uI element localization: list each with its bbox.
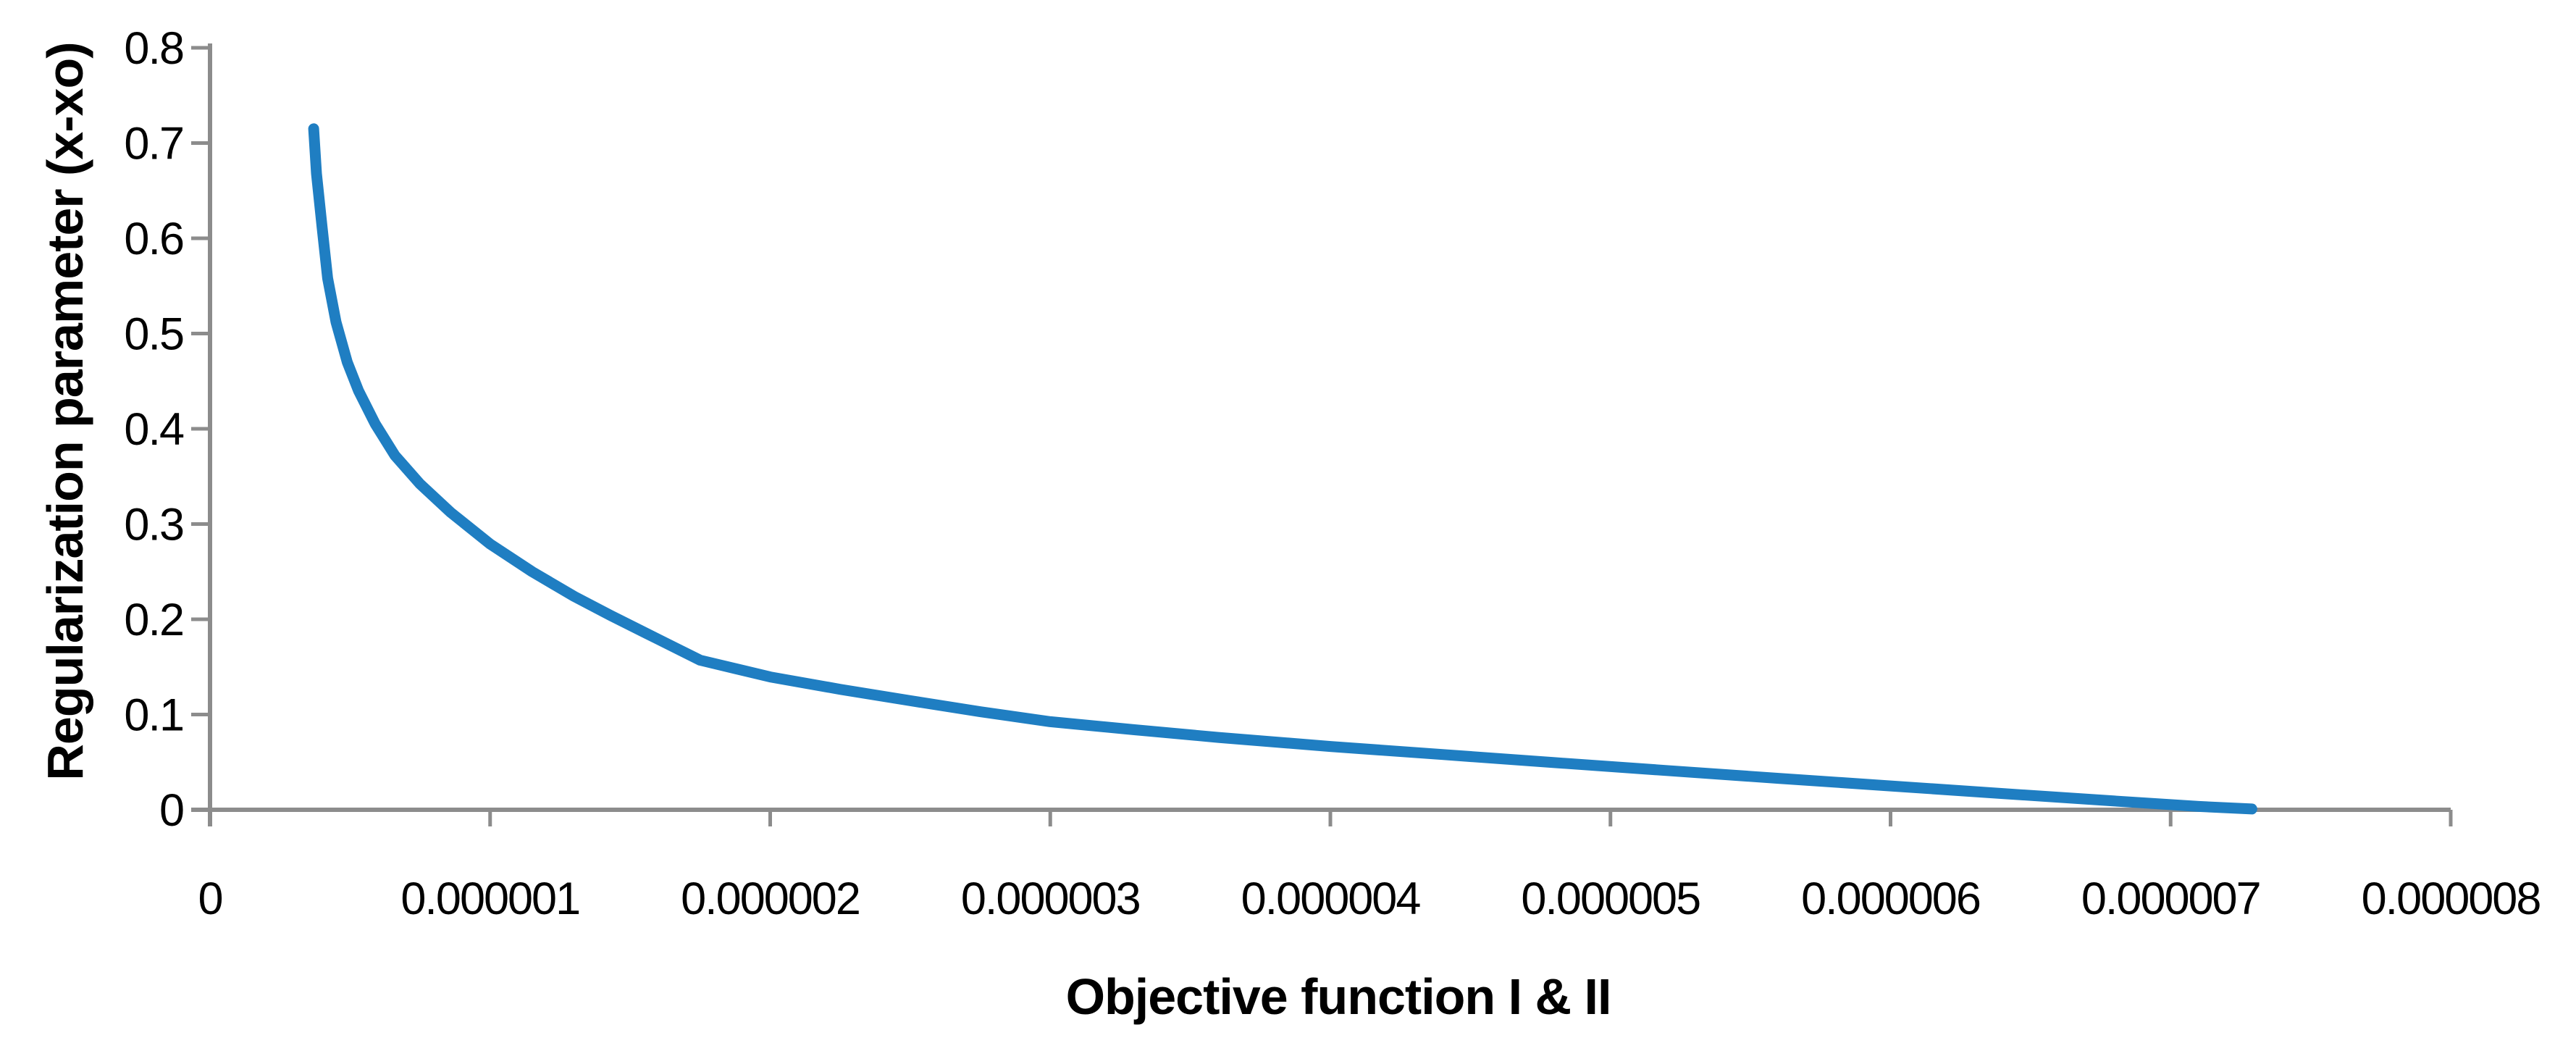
tick-labels-layer: 0 0.1 0.2 0.3 0.4 0.5 0.6 0.7 0.8 0 0.000001 0.0000… [124, 23, 2541, 924]
y-tick-label: 0 [159, 785, 183, 836]
y-axis-title: Regularization parameter (x-xo) [37, 42, 93, 780]
x-tick-label: 0.000008 [2362, 874, 2541, 924]
y-tick-label: 0.3 [124, 500, 183, 550]
ticks-layer [191, 46, 2453, 826]
y-tick-label: 0.5 [124, 309, 183, 360]
series-line [308, 123, 2257, 815]
x-tick-label: 0.000003 [961, 874, 1140, 924]
y-tick-label: 0.4 [124, 404, 184, 455]
x-axis-title: Objective function I & II [1066, 968, 1611, 1025]
x-tick-label: 0 [198, 874, 222, 924]
y-tick-label: 0.2 [124, 595, 183, 645]
y-tick-label: 0.1 [124, 690, 183, 741]
x-tick-label: 0.000002 [681, 874, 860, 924]
x-tick-label: 0.000007 [2081, 874, 2260, 924]
x-tick-label: 0.000005 [1521, 874, 1700, 924]
y-tick-label: 0.6 [124, 214, 183, 264]
x-tick-label: 0.000006 [1801, 874, 1980, 924]
y-tick-label: 0.7 [124, 119, 183, 169]
x-tick-label: 0.000004 [1241, 874, 1421, 924]
x-tick-label: 0.000001 [400, 874, 579, 924]
series-layer [308, 123, 2257, 815]
axes-layer [191, 43, 2451, 826]
y-tick-label: 0.8 [124, 23, 183, 74]
